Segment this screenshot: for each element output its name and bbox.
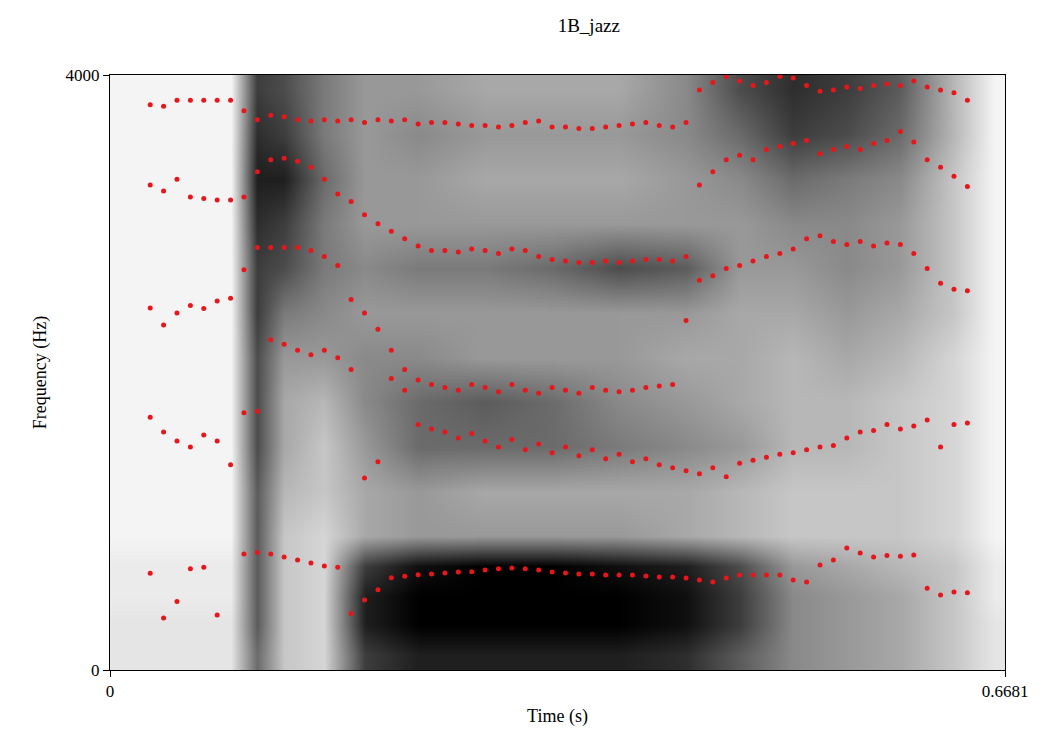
svg-text:0: 0 — [91, 661, 100, 680]
svg-text:0.6681: 0.6681 — [982, 682, 1029, 701]
svg-text:1B_jazz: 1B_jazz — [558, 15, 620, 36]
svg-text:4000: 4000 — [66, 66, 100, 85]
svg-text:0: 0 — [106, 682, 115, 701]
svg-text:Frequency (Hz): Frequency (Hz) — [30, 316, 51, 429]
svg-text:Time (s): Time (s) — [527, 706, 588, 727]
